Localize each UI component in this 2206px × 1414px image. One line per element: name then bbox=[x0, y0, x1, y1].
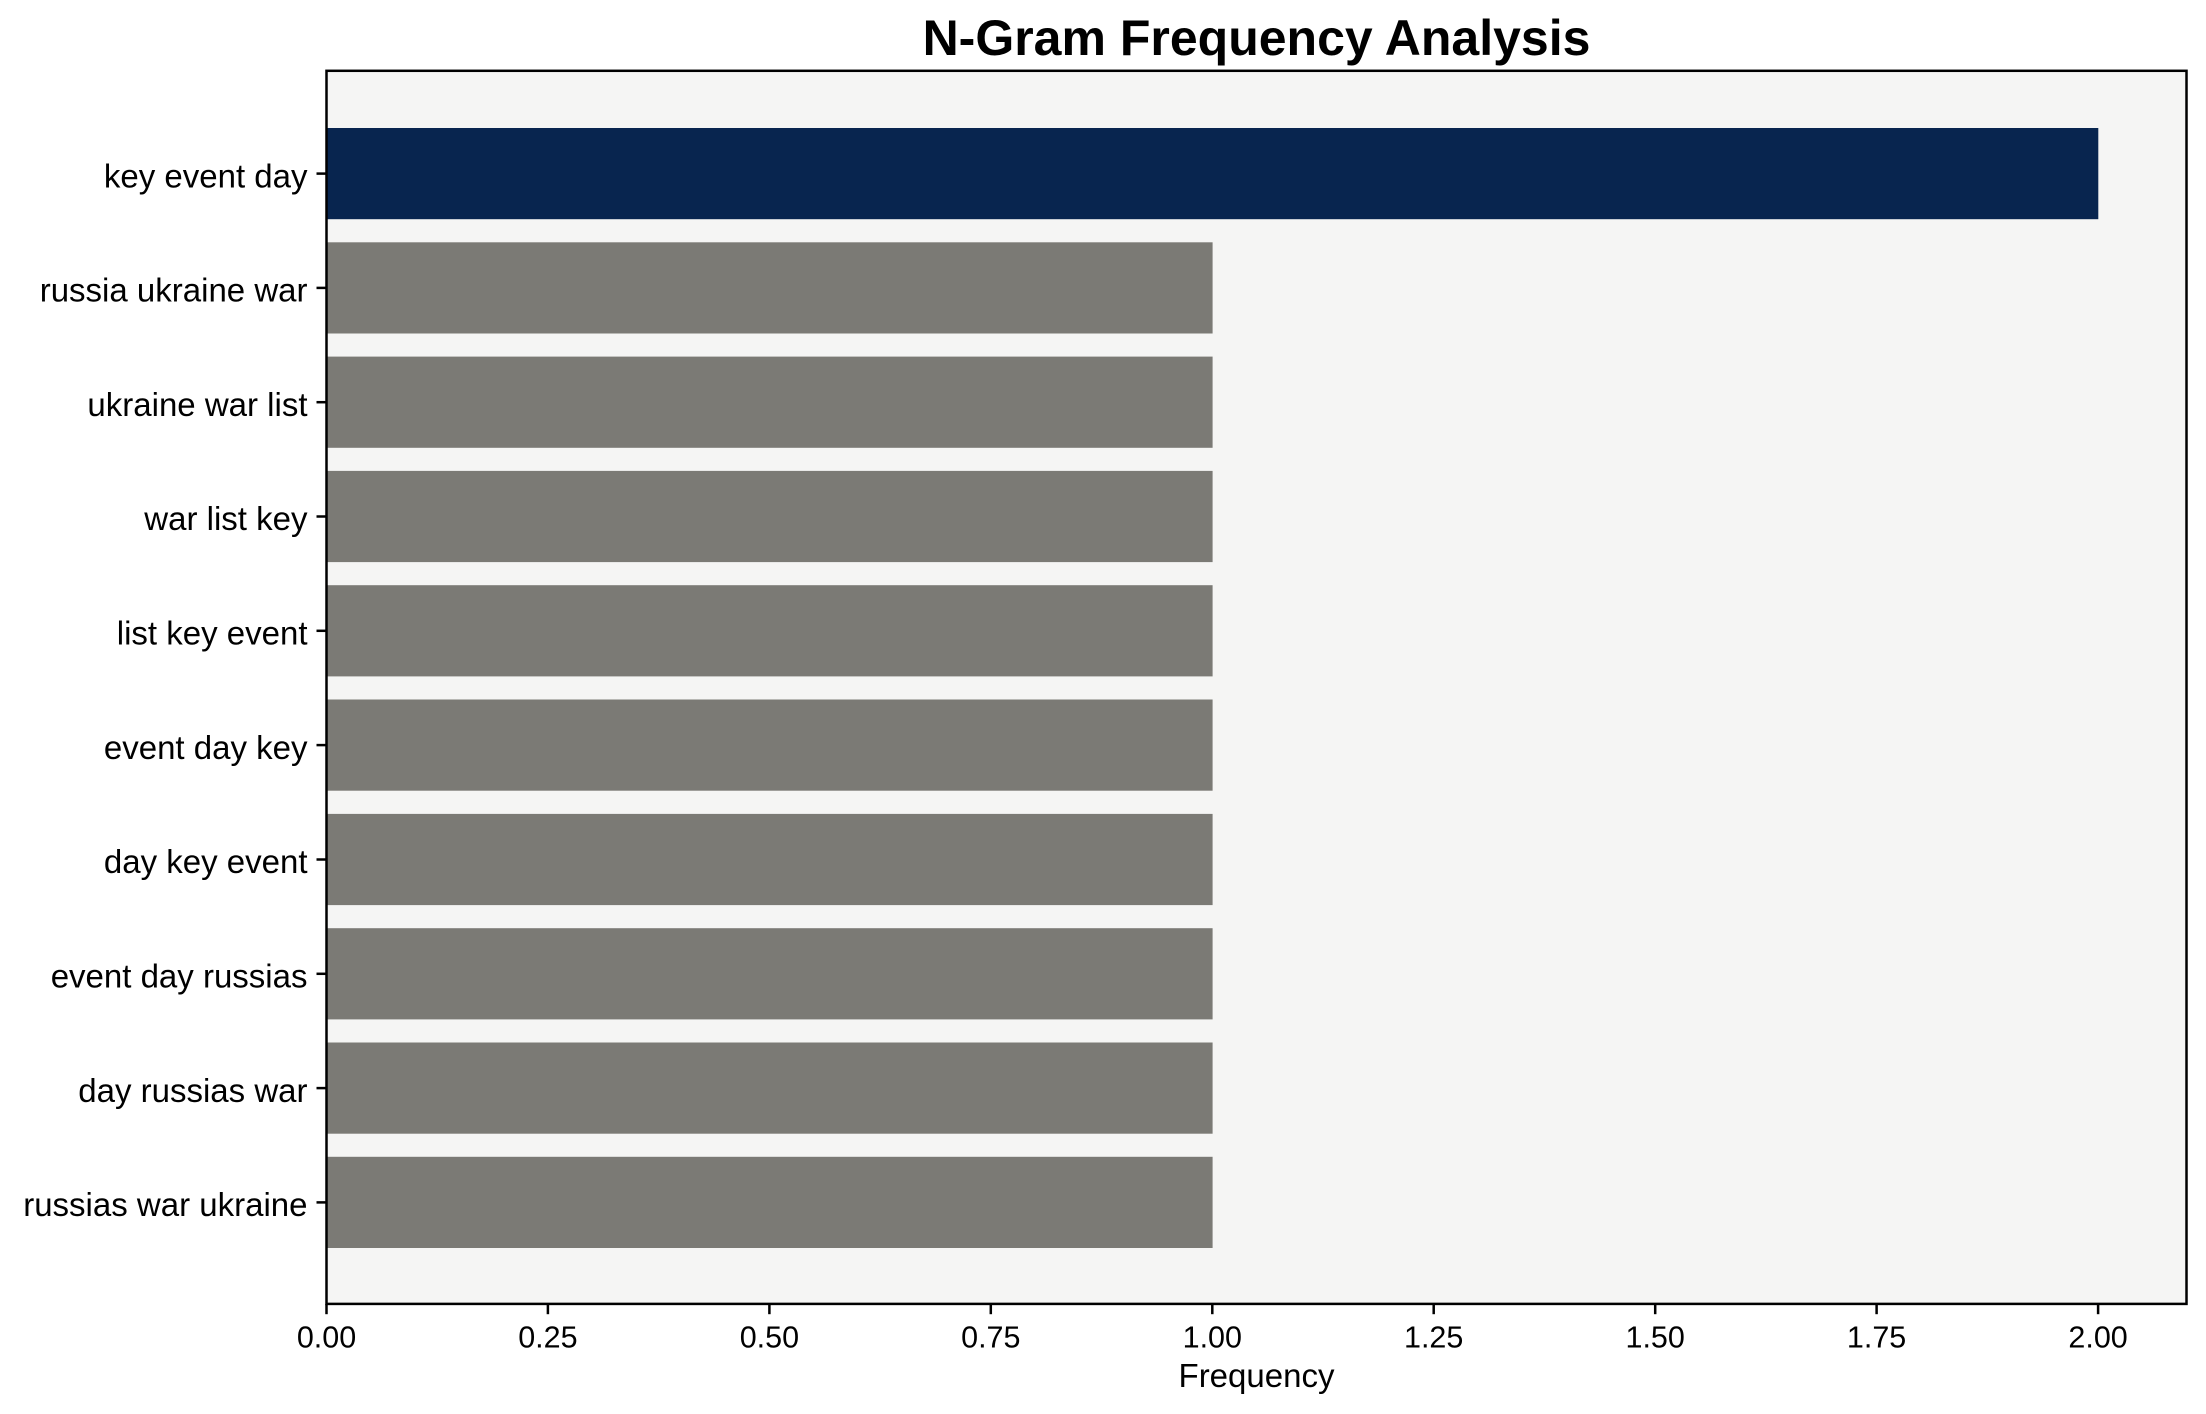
svg-text:war list key: war list key bbox=[143, 500, 308, 537]
svg-text:0.50: 0.50 bbox=[740, 1320, 799, 1354]
svg-text:day key event: day key event bbox=[104, 843, 308, 880]
svg-text:event day russias: event day russias bbox=[51, 958, 308, 995]
svg-text:N-Gram Frequency Analysis: N-Gram Frequency Analysis bbox=[923, 10, 1591, 66]
svg-text:0.00: 0.00 bbox=[297, 1320, 356, 1354]
svg-text:1.75: 1.75 bbox=[1847, 1320, 1906, 1354]
svg-text:key event day: key event day bbox=[104, 157, 308, 194]
svg-text:list key event: list key event bbox=[117, 615, 308, 652]
svg-text:event day key: event day key bbox=[104, 729, 308, 766]
svg-text:2.00: 2.00 bbox=[2068, 1320, 2127, 1354]
svg-text:russias war ukraine: russias war ukraine bbox=[23, 1186, 307, 1223]
svg-text:ukraine war list: ukraine war list bbox=[87, 386, 307, 423]
svg-text:0.75: 0.75 bbox=[961, 1320, 1020, 1354]
svg-text:russia ukraine war: russia ukraine war bbox=[40, 272, 308, 309]
svg-text:1.25: 1.25 bbox=[1404, 1320, 1463, 1354]
svg-text:1.50: 1.50 bbox=[1626, 1320, 1685, 1354]
svg-text:Frequency: Frequency bbox=[1179, 1357, 1335, 1394]
svg-text:0.25: 0.25 bbox=[518, 1320, 577, 1354]
svg-text:day russias war: day russias war bbox=[78, 1072, 307, 1109]
svg-text:1.00: 1.00 bbox=[1183, 1320, 1242, 1354]
